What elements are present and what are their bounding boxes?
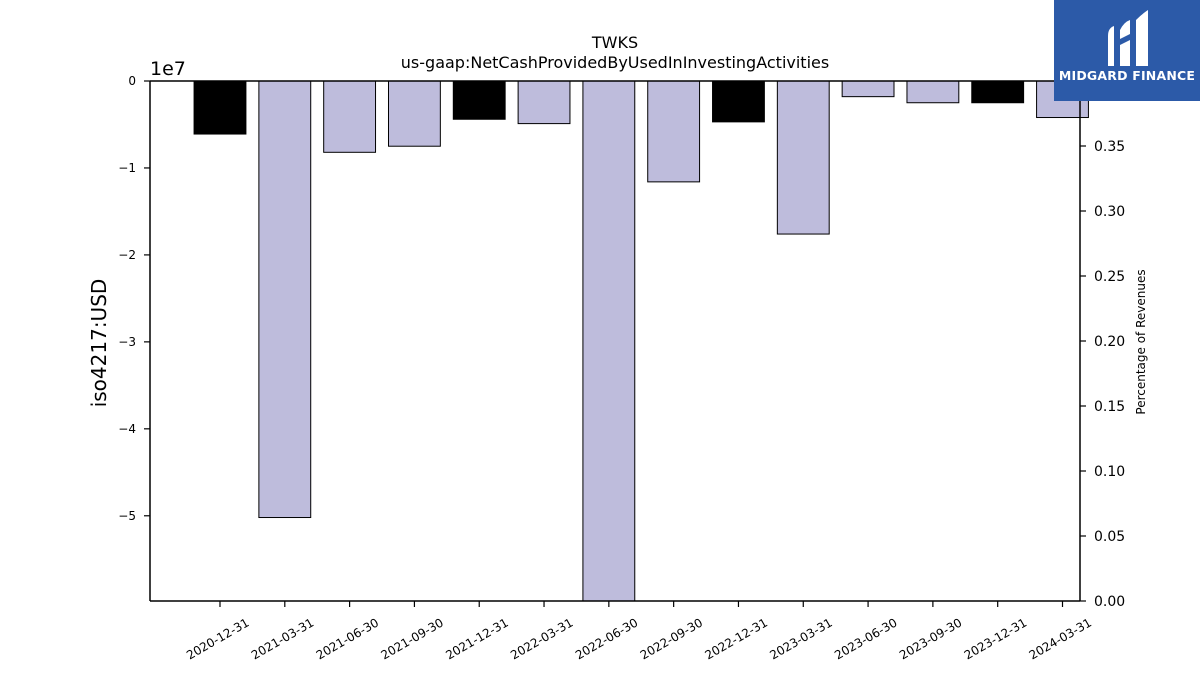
y2-tick-label: 0.20 bbox=[1094, 334, 1125, 350]
y-tick-label: −2 bbox=[118, 248, 136, 262]
y-tick-label: −1 bbox=[118, 161, 136, 175]
bar bbox=[387, 80, 441, 147]
x-tick-label: 2021-03-31 bbox=[249, 615, 316, 662]
bar bbox=[582, 80, 636, 602]
x-tick-label: 2022-06-30 bbox=[573, 615, 640, 662]
chart-title: TWKS bbox=[591, 33, 638, 52]
y-tick-label: −3 bbox=[118, 335, 136, 349]
x-tick-label: 2023-06-30 bbox=[832, 615, 899, 662]
bar bbox=[452, 80, 506, 120]
y2-tick-label: 0.10 bbox=[1094, 464, 1125, 480]
bar bbox=[517, 80, 571, 125]
y2-tick-label: 0.05 bbox=[1094, 529, 1125, 545]
y-axis-label: iso4217:USD bbox=[87, 279, 111, 408]
x-tick-label: 2023-09-30 bbox=[897, 615, 964, 662]
y-tick-label: −4 bbox=[118, 422, 136, 436]
bar bbox=[258, 80, 312, 519]
x-tick-label: 2022-09-30 bbox=[638, 615, 705, 662]
bar bbox=[906, 80, 960, 104]
x-tick-label: 2021-12-31 bbox=[443, 615, 510, 662]
x-tick-label: 2021-09-30 bbox=[379, 615, 446, 662]
x-tick-label: 2021-06-30 bbox=[314, 615, 381, 662]
y2-axis-label: Percentage of Revenues bbox=[1134, 269, 1148, 414]
brand-logo: MIDGARD FINANCE bbox=[1054, 0, 1200, 101]
y2-tick-label: 0.00 bbox=[1094, 594, 1125, 610]
y2-tick-label: 0.15 bbox=[1094, 399, 1125, 415]
bar bbox=[776, 80, 830, 235]
y2-tick-label: 0.25 bbox=[1094, 269, 1125, 285]
x-tick-label: 2024-03-31 bbox=[1027, 615, 1094, 662]
bar bbox=[712, 80, 765, 123]
logo-text: MIDGARD FINANCE bbox=[1058, 68, 1196, 83]
bar bbox=[647, 80, 701, 183]
bar bbox=[323, 80, 377, 153]
bar bbox=[971, 80, 1025, 104]
x-tick-label: 2023-12-31 bbox=[962, 615, 1029, 662]
x-tick-label: 2022-12-31 bbox=[703, 615, 770, 662]
midgard-m-icon bbox=[1108, 10, 1148, 66]
y2-tick-label: 0.30 bbox=[1094, 204, 1125, 220]
bar bbox=[841, 80, 895, 98]
y-tick-label: −5 bbox=[118, 509, 136, 523]
x-tick-label: 2022-03-31 bbox=[508, 615, 575, 662]
y2-tick-label: 0.35 bbox=[1094, 139, 1125, 155]
chart-subtitle: us-gaap:NetCashProvidedByUsedInInvesting… bbox=[401, 53, 829, 72]
x-tick-label: 2023-03-31 bbox=[767, 615, 834, 662]
x-tick-label: 2020-12-31 bbox=[184, 615, 251, 662]
y-tick-label: 0 bbox=[128, 74, 136, 88]
bar bbox=[193, 80, 247, 135]
y-offset-label: 1e7 bbox=[150, 58, 186, 80]
